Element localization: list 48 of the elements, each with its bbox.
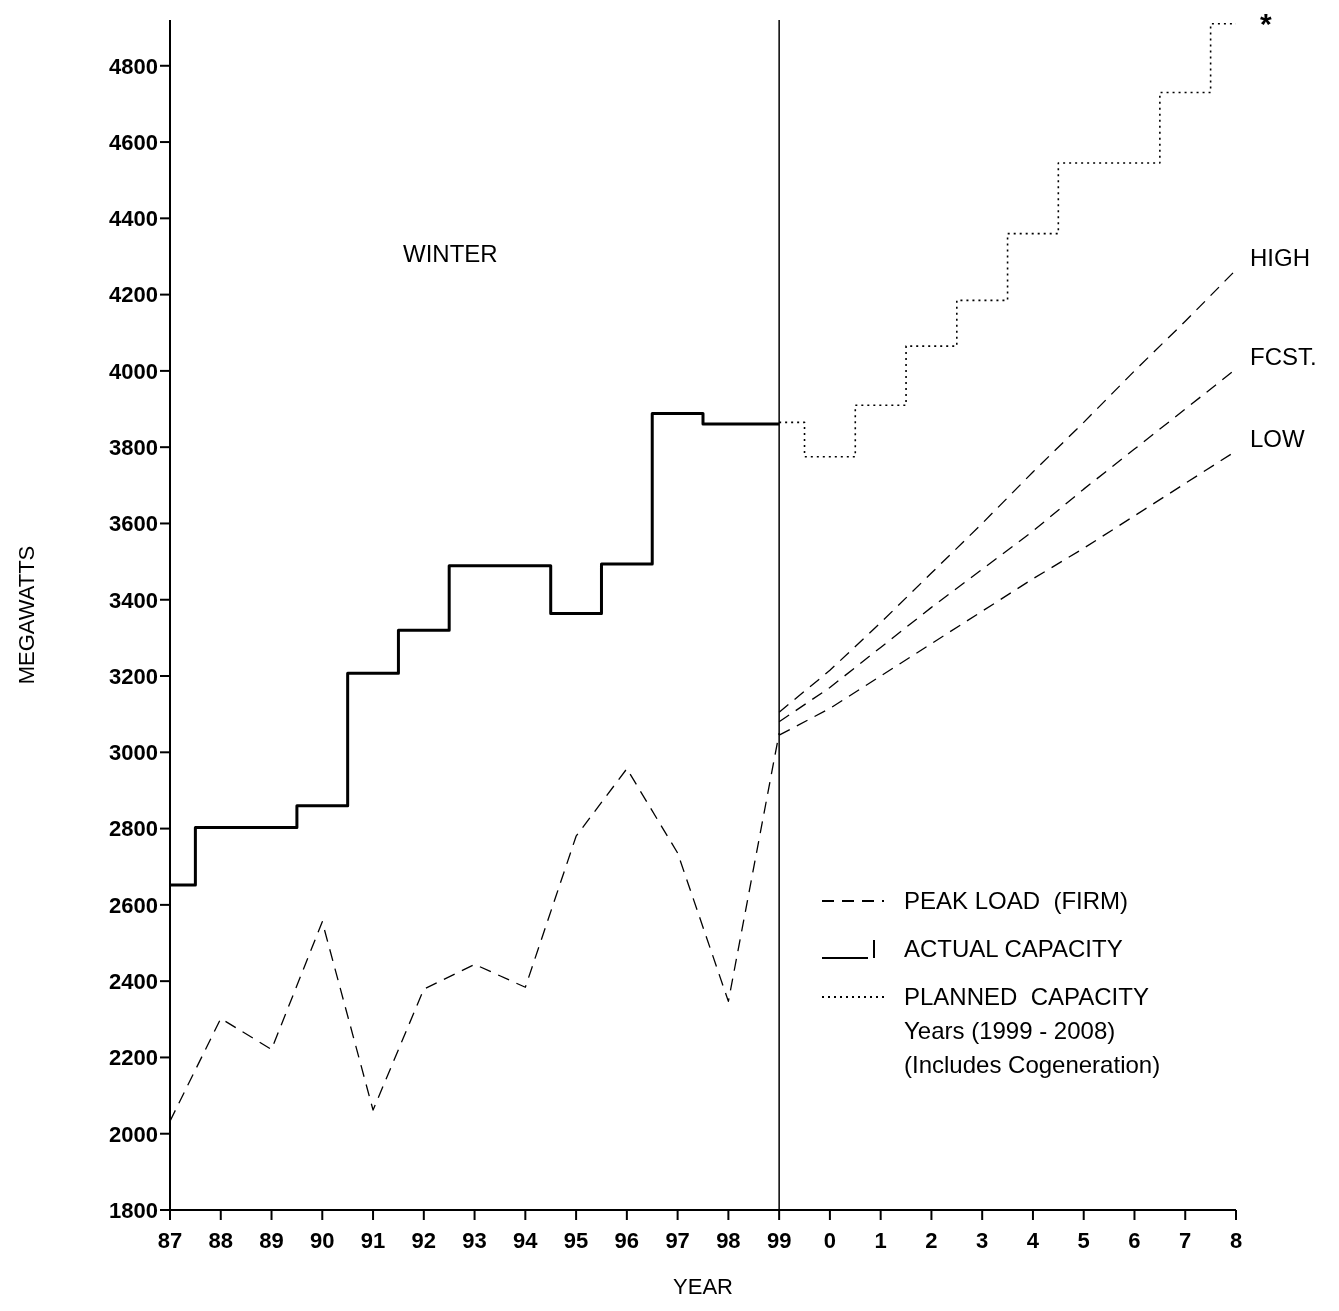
y-tick-label: 3200: [109, 663, 158, 689]
y-tick-label: 3000: [109, 740, 158, 766]
x-tick-label: 90: [310, 1227, 335, 1253]
x-tick-label: 1: [874, 1227, 887, 1253]
x-tick-label: 91: [360, 1227, 386, 1253]
x-tick-label: 2: [925, 1227, 938, 1253]
y-tick-label: 4600: [109, 129, 158, 155]
y-tick-label: 3600: [109, 511, 158, 537]
x-tick-label: 8: [1229, 1227, 1243, 1253]
x-tick-label: 97: [665, 1227, 690, 1253]
y-tick-label: 3800: [109, 434, 158, 460]
series-label: FCST.: [1250, 342, 1317, 370]
x-tick-label: 92: [411, 1227, 437, 1253]
y-axis-title: MEGAWATTS: [13, 545, 39, 685]
x-tick-label: 3: [976, 1227, 989, 1253]
y-tick-label: 2400: [109, 968, 158, 994]
x-tick-label: 87: [157, 1227, 183, 1253]
x-tick-label: 89: [259, 1227, 284, 1253]
x-tick-label: 7: [1179, 1227, 1192, 1253]
y-tick-label: 2800: [109, 816, 158, 842]
x-tick-label: 95: [563, 1227, 589, 1253]
y-tick-label: 1800: [109, 1197, 158, 1223]
annotation: WINTER: [403, 240, 498, 268]
x-tick-label: 98: [716, 1227, 741, 1253]
x-axis-title: YEAR: [673, 1274, 733, 1299]
y-tick-label: 4400: [109, 206, 158, 232]
y-tick-label: 4200: [109, 282, 158, 308]
series-label: LOW: [1250, 424, 1306, 452]
y-tick-label: 2200: [109, 1045, 158, 1071]
x-tick-label: 4: [1026, 1227, 1040, 1253]
annotation: *: [1260, 7, 1272, 41]
x-tick-label: 93: [462, 1227, 487, 1253]
legend-label: ACTUAL CAPACITY: [904, 934, 1123, 964]
x-tick-label: 6: [1128, 1227, 1141, 1253]
y-tick-label: 3400: [109, 587, 158, 613]
y-tick-label: 4800: [109, 53, 158, 79]
legend-label: PEAK LOAD (FIRM): [904, 886, 1129, 916]
series-label: HIGH: [1250, 243, 1310, 271]
x-tick-label: 96: [614, 1227, 640, 1253]
x-tick-label: 0: [823, 1227, 837, 1253]
x-tick-label: 5: [1077, 1227, 1090, 1253]
y-tick-label: 4000: [109, 358, 158, 384]
x-tick-label: 94: [513, 1227, 539, 1253]
legend-label: PLANNED CAPACITY Years (1999 - 2008) (Includes Cogeneration): [904, 982, 1161, 1080]
x-tick-label: 99: [766, 1227, 792, 1253]
y-tick-label: 2600: [109, 892, 158, 918]
y-tick-label: 2000: [109, 1121, 158, 1147]
x-tick-label: 88: [208, 1227, 233, 1253]
